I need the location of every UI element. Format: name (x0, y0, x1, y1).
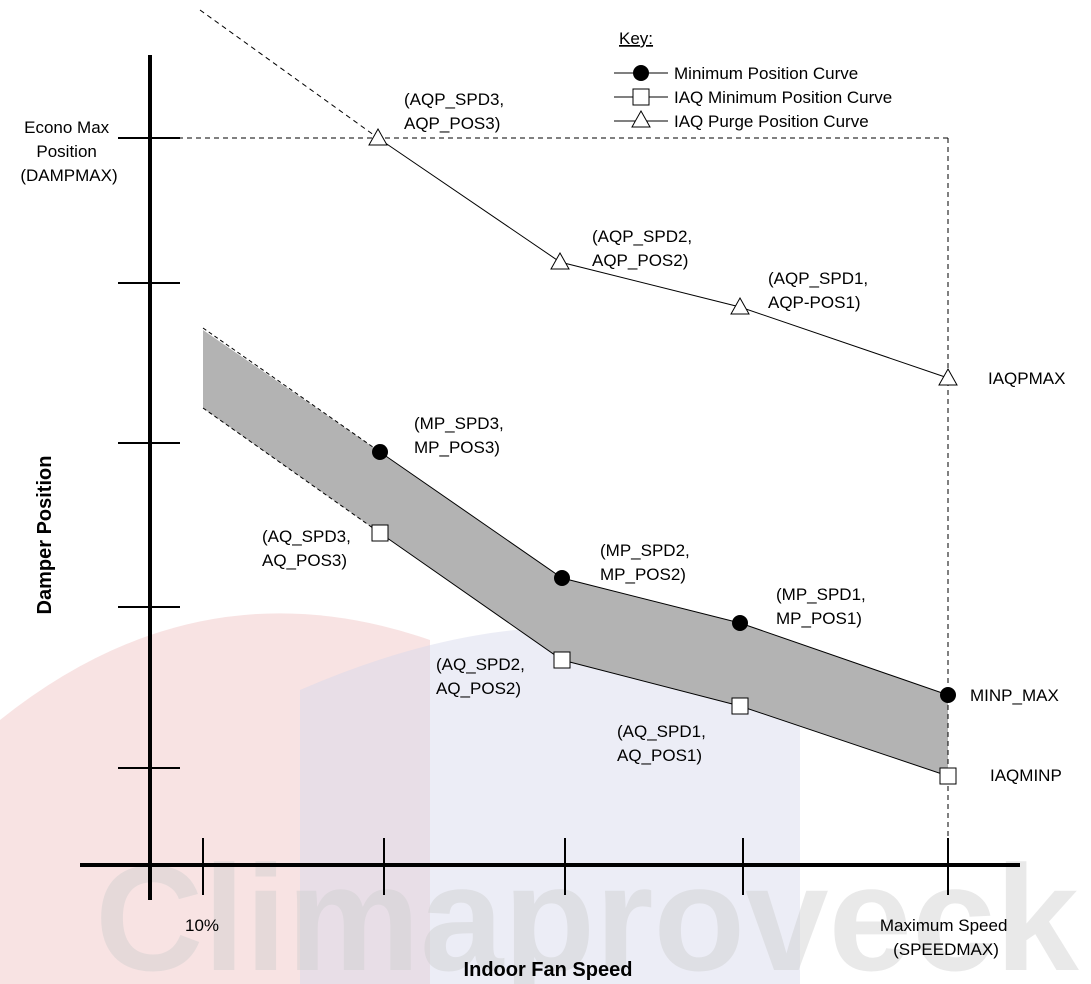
legend-circle-icon (633, 65, 649, 81)
legend-label-2: IAQ Minimum Position Curve (674, 88, 892, 107)
label-mp2: (MP_SPD2, MP_POS2) (600, 541, 694, 584)
label-aq1: (AQ_SPD1, AQ_POS1) (617, 722, 711, 765)
label-minp-max: MINP_MAX (970, 686, 1059, 705)
legend-label-1: Minimum Position Curve (674, 64, 858, 83)
minimum-position-curve (379, 451, 949, 696)
minpos-point-3-marker (372, 444, 388, 460)
minpos-point-2-marker (554, 570, 570, 586)
x-label-left: 10% (185, 916, 219, 935)
legend-title: Key: (619, 29, 653, 48)
iaq-point-2-marker (553, 651, 571, 669)
legend: Key: Minimum Position Curve IAQ Minimum … (614, 29, 892, 131)
label-aqp2: (AQP_SPD2, AQP_POS2) (592, 227, 697, 270)
iaq-point-min-marker (939, 767, 957, 785)
band-top-dashed-extension (202, 327, 381, 453)
iaq-purge-position-curve (377, 137, 949, 379)
x-axis-title: Indoor Fan Speed (464, 959, 633, 981)
label-aq2: (AQ_SPD2, AQ_POS2) (436, 655, 530, 698)
watermark: Climaproveck (0, 613, 1079, 984)
label-iaqpmax: IAQPMAX (988, 369, 1065, 388)
iaq-minimum-position-curve (379, 532, 949, 777)
label-aqp3: (AQP_SPD3, AQP_POS3) (404, 90, 509, 133)
purge-point-2-marker (550, 251, 570, 270)
y-axis-title: Damper Position (34, 456, 56, 615)
watermark-text: Climaproveck (95, 834, 1079, 984)
minpos-point-max-marker (940, 687, 956, 703)
x-label-right: Maximum Speed (SPEEDMAX) (880, 916, 1012, 959)
minpos-point-1-marker (732, 615, 748, 631)
label-aqp1: (AQP_SPD1, AQP-POS1) (768, 269, 873, 312)
iaq-band (203, 330, 948, 776)
purge-point-3-marker (368, 127, 388, 146)
iaq-point-1-marker (731, 697, 749, 715)
iaq-point-3-marker (371, 524, 389, 542)
legend-triangle-icon (631, 109, 651, 128)
legend-square-icon (632, 88, 650, 106)
purge-point-max-marker (938, 367, 958, 386)
watermark-red-swoosh (0, 613, 430, 984)
purge-point-1-marker (730, 296, 750, 315)
y-label-top: Econo Max Position (DAMPMAX) (20, 118, 117, 185)
label-mp3: (MP_SPD3, MP_POS3) (414, 414, 508, 457)
band-bottom-dashed-extension (202, 407, 381, 534)
label-mp1: (MP_SPD1, MP_POS1) (776, 585, 870, 628)
label-iaqminp: IAQMINP (990, 766, 1062, 785)
purge-dashed-extension (199, 9, 379, 139)
label-aq3: (AQ_SPD3, AQ_POS3) (262, 527, 356, 570)
watermark-blue-swoosh (300, 627, 800, 984)
legend-label-3: IAQ Purge Position Curve (674, 112, 869, 131)
